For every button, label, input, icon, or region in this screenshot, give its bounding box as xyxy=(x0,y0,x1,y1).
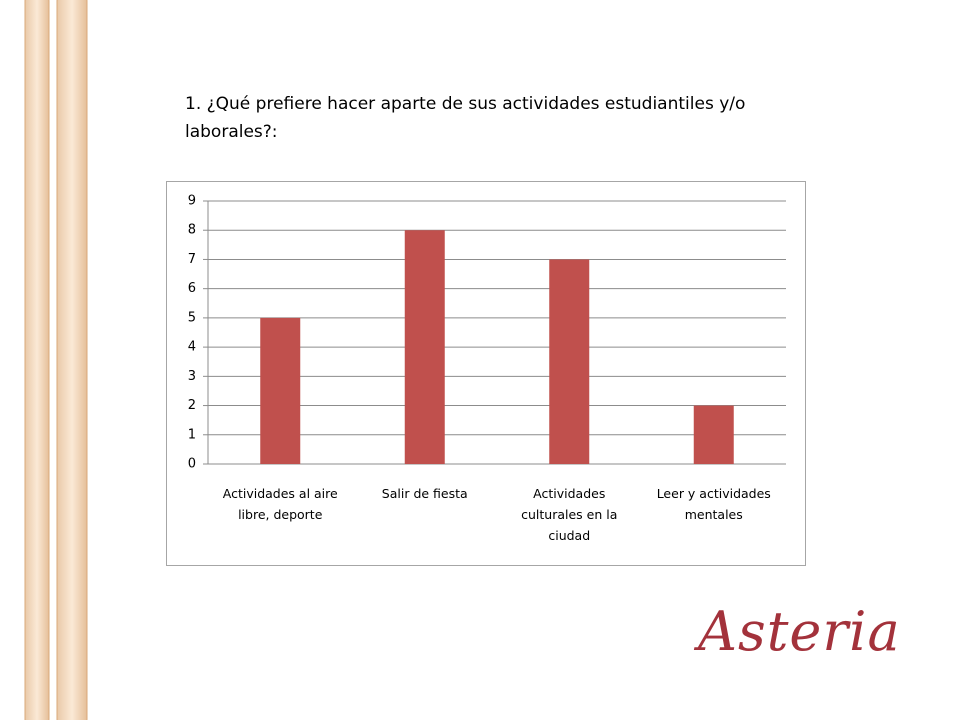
y-tick-label: 1 xyxy=(188,427,196,442)
decor-strip xyxy=(24,0,50,720)
y-tick-label: 9 xyxy=(188,194,196,209)
slide-title: 1. ¿Qué prefiere hacer aparte de sus act… xyxy=(185,94,746,142)
y-tick-label: 2 xyxy=(188,398,196,413)
bar xyxy=(549,259,590,464)
logo: Asteria xyxy=(698,600,901,663)
x-tick-label: Salir de fiesta xyxy=(381,486,468,501)
decor-strip xyxy=(56,0,88,720)
x-tick-label: Actividades culturales en la ciudad xyxy=(521,486,618,543)
y-tick-label: 0 xyxy=(188,457,196,472)
bar xyxy=(693,405,734,464)
y-tick-label: 4 xyxy=(188,340,196,355)
y-tick-label: 7 xyxy=(188,252,196,267)
y-tick-label: 3 xyxy=(188,369,196,384)
y-tick-label: 6 xyxy=(188,281,196,296)
x-tick-label: Actividades al aire libre, deporte xyxy=(222,486,338,522)
bar xyxy=(404,230,445,464)
y-tick-label: 8 xyxy=(188,223,196,238)
y-tick-label: 5 xyxy=(188,310,196,325)
x-tick-label: Leer y actividades mentales xyxy=(656,486,771,522)
bar xyxy=(260,317,301,464)
